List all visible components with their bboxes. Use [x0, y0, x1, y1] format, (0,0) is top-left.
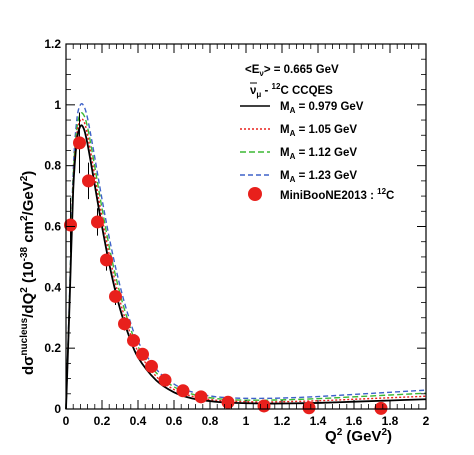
y-tick-label: 1.2 [44, 37, 61, 51]
data-point [100, 253, 113, 267]
y-axis-title: dσnucleus/dQ2 (10-38 cm2/GeV2) [19, 171, 37, 375]
x-tick-label: 1.4 [310, 414, 327, 428]
series-line-2 [65, 112, 427, 410]
data-point [176, 384, 190, 398]
legend-label-ma-105: MA = 1.05 GeV [280, 124, 357, 138]
data-points-layer [64, 112, 388, 415]
data-point [136, 347, 149, 361]
x-tick-label: 0 [63, 414, 70, 428]
x-tick-label: 0.2 [94, 414, 111, 428]
y-tick-label: 1 [54, 98, 61, 112]
legend-label-ma-0979: MA = 0.979 GeV [280, 101, 364, 115]
data-point [158, 373, 172, 387]
plot-frame [65, 43, 427, 410]
data-point [109, 289, 122, 303]
y-tick-label: 0.8 [44, 159, 61, 173]
series-line-1 [65, 118, 427, 410]
data-point [64, 218, 77, 232]
y-tick-label: 0.4 [44, 280, 61, 294]
y-tick-label: 0 [54, 402, 61, 416]
series-line-0 [65, 124, 427, 410]
y-tick-label: 0.6 [44, 220, 61, 234]
legend-label-ma-112: MA = 1.12 GeV [280, 147, 357, 161]
x-tick-label: 0.4 [130, 414, 147, 428]
data-point [374, 401, 388, 415]
data-point [82, 174, 95, 188]
axes-layer: 0 0.2 0.4 0.6 0.8 1 1.2 1.4 1.6 1.8 2 0 0.2 0.4 0.6 0.8… [44, 37, 429, 428]
x-tick-label: 1 [243, 414, 250, 428]
x-tick-label: 1.8 [382, 414, 399, 428]
data-point [127, 334, 140, 348]
series-layer [65, 103, 427, 410]
y-tick-label: 0.2 [44, 341, 61, 355]
legend-marker-miniboone [248, 187, 262, 201]
data-point [118, 317, 131, 331]
legend-label-miniboone: MiniBooNE2013 : 12C [280, 187, 394, 202]
x-tick-label: 1.2 [274, 414, 291, 428]
data-point [302, 401, 316, 415]
x-axis-title: Q2 (GeV2) [325, 427, 392, 445]
legend: <Eν> = 0.665 GeV νμ - 12C CCQES MA = 0.9… [240, 64, 394, 202]
data-point [194, 390, 208, 404]
data-point [257, 399, 271, 413]
x-tick-label: 2 [423, 414, 430, 428]
legend-label-ma-123: MA = 1.23 GeV [280, 170, 357, 184]
series-line-3 [65, 103, 427, 410]
x-tick-label: 1.6 [346, 414, 363, 428]
data-point [91, 215, 104, 229]
data-point [73, 136, 86, 150]
data-point [145, 359, 158, 373]
data-point [221, 395, 235, 409]
legend-header-energy: <Eν> = 0.665 GeV [245, 64, 339, 78]
legend-header-process: νμ - 12C CCQES [250, 82, 333, 99]
x-tick-label: 0.6 [166, 414, 183, 428]
x-tick-label: 0.8 [202, 414, 219, 428]
